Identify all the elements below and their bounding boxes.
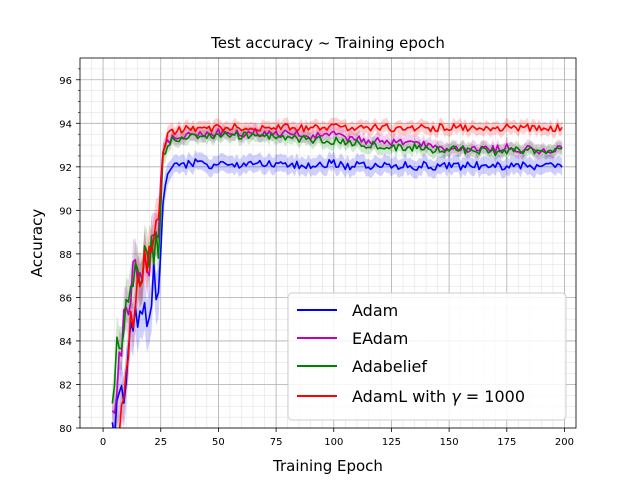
x-tick-label: 125 bbox=[382, 437, 401, 448]
series-line-1 bbox=[111, 127, 563, 415]
legend-box bbox=[287, 292, 567, 421]
y-tick-label: 94 bbox=[59, 119, 72, 130]
band-1 bbox=[112, 121, 563, 428]
y-tick-label: 82 bbox=[59, 380, 72, 391]
series-lines bbox=[111, 122, 563, 428]
x-tick-label: 100 bbox=[324, 437, 343, 448]
legend-label-adabelief: Adabelief bbox=[352, 357, 427, 376]
legend: Adam EAdam Adabelief AdamL with γ = 1000 bbox=[287, 292, 567, 421]
y-tick-label: 96 bbox=[59, 76, 72, 87]
y-axis-label: Accuracy bbox=[28, 209, 46, 278]
x-tick-label: 0 bbox=[100, 437, 106, 448]
x-tick-label: 200 bbox=[555, 437, 574, 448]
legend-label-adaml-prefix: AdamL with bbox=[352, 387, 451, 406]
x-tick-label: 25 bbox=[154, 437, 167, 448]
series-line-2 bbox=[111, 130, 563, 404]
series-line-3 bbox=[118, 122, 563, 428]
legend-label-adam: Adam bbox=[352, 301, 398, 320]
y-tick-label: 88 bbox=[59, 250, 72, 261]
y-tick-label: 90 bbox=[59, 206, 72, 217]
chart-title: Test accuracy ~ Training epoch bbox=[210, 34, 445, 52]
x-axis-ticks: 0 25 50 75 100 125 150 175 200 bbox=[100, 428, 574, 448]
y-tick-label: 80 bbox=[59, 424, 72, 435]
legend-label-adaml-suffix: = 1000 bbox=[461, 387, 525, 406]
legend-label-adaml-gamma: γ bbox=[451, 387, 462, 406]
y-tick-label: 86 bbox=[59, 293, 72, 304]
x-axis-label: Training Epoch bbox=[272, 457, 383, 475]
x-tick-label: 50 bbox=[212, 437, 225, 448]
y-axis-ticks: 80 82 84 86 88 90 92 94 96 bbox=[59, 68, 80, 435]
y-tick-label: 92 bbox=[59, 163, 72, 174]
series-line-0 bbox=[111, 158, 563, 428]
x-tick-label: 75 bbox=[270, 437, 283, 448]
x-tick-label: 175 bbox=[497, 437, 516, 448]
y-tick-label: 84 bbox=[59, 337, 72, 348]
legend-label-adaml: AdamL with γ = 1000 bbox=[352, 387, 525, 406]
confidence-bands bbox=[112, 117, 563, 428]
legend-label-eadam: EAdam bbox=[352, 329, 408, 348]
x-tick-label: 150 bbox=[440, 437, 459, 448]
